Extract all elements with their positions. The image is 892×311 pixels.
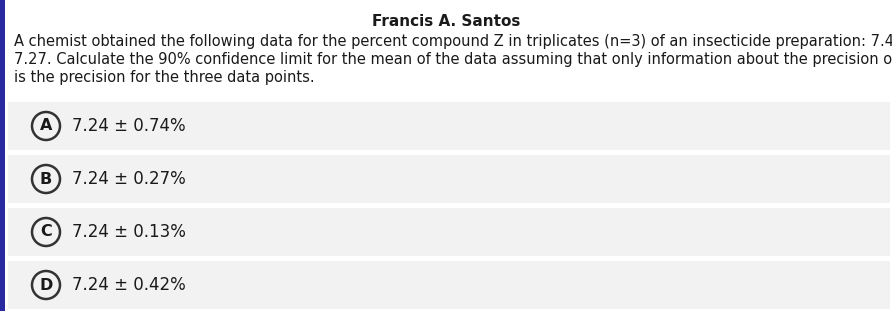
Bar xyxy=(8,102,890,150)
Text: is the precision for the three data points.: is the precision for the three data poin… xyxy=(14,70,315,85)
Text: C: C xyxy=(40,225,52,239)
Text: 7.24 ± 0.13%: 7.24 ± 0.13% xyxy=(72,223,186,241)
Text: 7.24 ± 0.42%: 7.24 ± 0.42% xyxy=(72,276,186,294)
Text: A chemist obtained the following data for the percent compound Z in triplicates : A chemist obtained the following data fo… xyxy=(14,34,892,49)
Bar xyxy=(8,208,890,256)
Text: B: B xyxy=(40,171,52,187)
Text: D: D xyxy=(39,277,53,293)
Bar xyxy=(0,0,5,311)
Bar xyxy=(8,155,890,203)
Text: 7.24 ± 0.27%: 7.24 ± 0.27% xyxy=(72,170,186,188)
Text: 7.24 ± 0.74%: 7.24 ± 0.74% xyxy=(72,117,186,135)
Text: 7.27. Calculate the 90% confidence limit for the mean of the data assuming that : 7.27. Calculate the 90% confidence limit… xyxy=(14,52,892,67)
Text: A: A xyxy=(40,118,53,133)
Bar xyxy=(8,261,890,309)
Text: Francis A. Santos: Francis A. Santos xyxy=(372,14,520,29)
